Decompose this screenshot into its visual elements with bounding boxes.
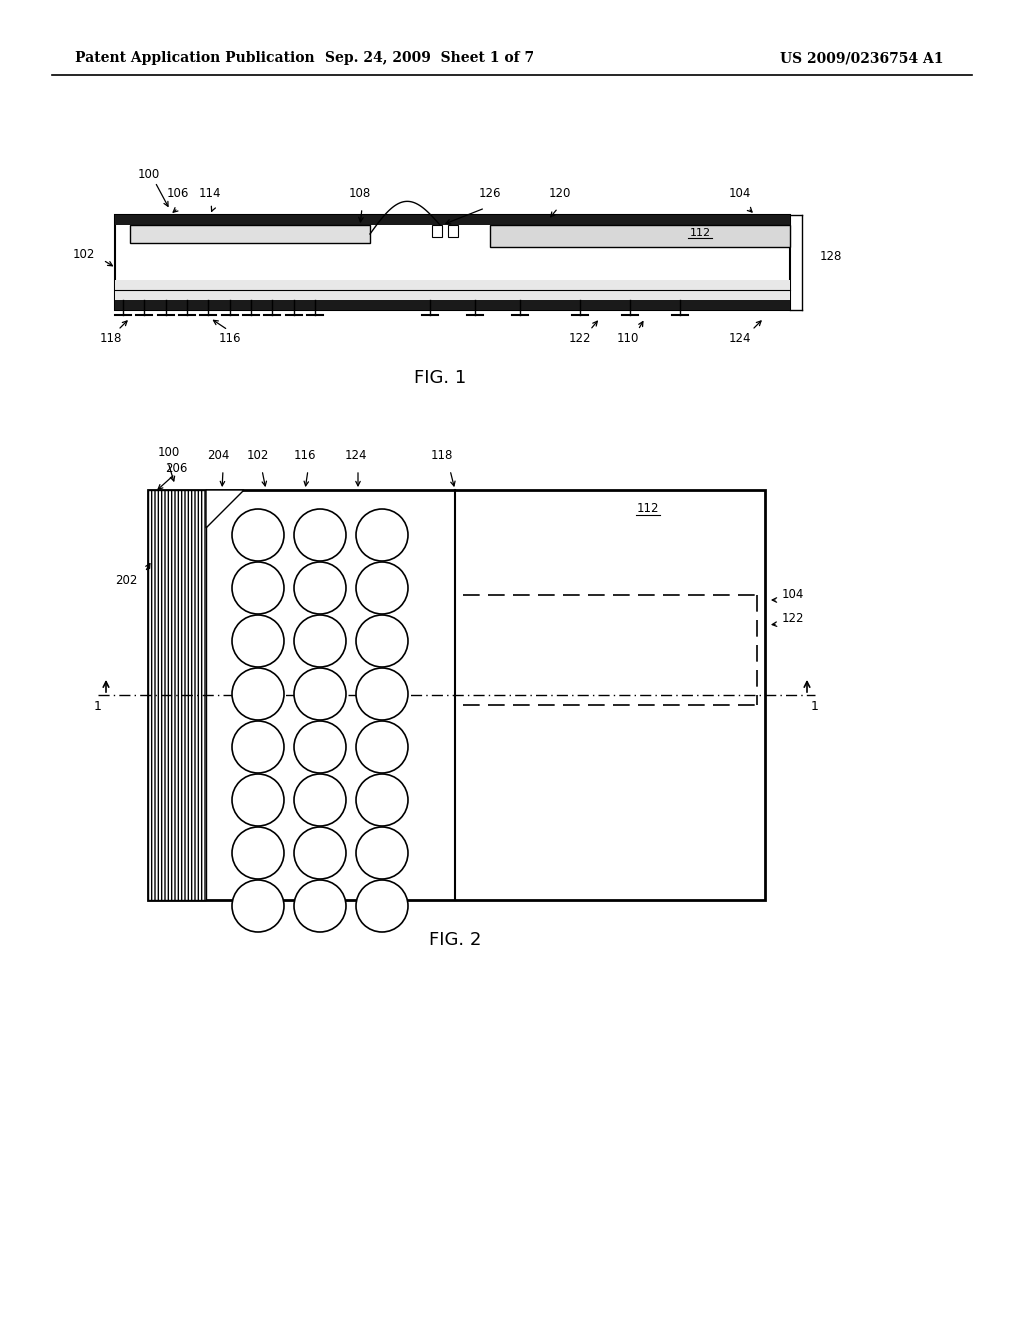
Text: Patent Application Publication: Patent Application Publication <box>75 51 314 65</box>
Polygon shape <box>206 490 244 528</box>
Bar <box>490 224 790 247</box>
Bar <box>130 224 370 243</box>
Bar <box>432 224 442 238</box>
Bar <box>148 490 765 900</box>
Bar <box>115 300 790 310</box>
Text: 112: 112 <box>689 228 711 238</box>
Bar <box>148 490 206 900</box>
Circle shape <box>232 668 284 719</box>
Circle shape <box>232 828 284 879</box>
Circle shape <box>232 774 284 826</box>
Circle shape <box>294 721 346 774</box>
Text: 114: 114 <box>199 187 221 201</box>
Circle shape <box>356 510 408 561</box>
Text: 102: 102 <box>247 449 269 462</box>
Circle shape <box>232 510 284 561</box>
Text: 104: 104 <box>729 187 752 201</box>
Text: 112: 112 <box>637 502 659 515</box>
Bar <box>449 224 458 238</box>
Text: FIG. 1: FIG. 1 <box>414 370 466 387</box>
Text: Sep. 24, 2009  Sheet 1 of 7: Sep. 24, 2009 Sheet 1 of 7 <box>326 51 535 65</box>
Text: 204: 204 <box>207 449 229 462</box>
Circle shape <box>232 615 284 667</box>
Circle shape <box>356 774 408 826</box>
Text: 1: 1 <box>94 700 102 713</box>
Text: 102: 102 <box>73 248 95 261</box>
Circle shape <box>356 615 408 667</box>
Text: 126: 126 <box>479 187 502 201</box>
Circle shape <box>294 880 346 932</box>
Text: 122: 122 <box>782 611 805 624</box>
Bar <box>115 215 790 224</box>
Text: 100: 100 <box>138 169 160 181</box>
Circle shape <box>294 615 346 667</box>
Text: US 2009/0236754 A1: US 2009/0236754 A1 <box>780 51 943 65</box>
Circle shape <box>232 721 284 774</box>
Text: 118: 118 <box>100 331 123 345</box>
Text: 104: 104 <box>782 589 805 602</box>
Text: 202: 202 <box>116 573 138 586</box>
Circle shape <box>356 828 408 879</box>
Circle shape <box>232 562 284 614</box>
Circle shape <box>294 562 346 614</box>
Text: 110: 110 <box>616 331 639 345</box>
Text: 116: 116 <box>219 331 242 345</box>
Circle shape <box>356 880 408 932</box>
Text: 106: 106 <box>167 187 189 201</box>
Text: 122: 122 <box>568 331 591 345</box>
Text: 124: 124 <box>729 331 752 345</box>
Circle shape <box>232 880 284 932</box>
Text: 108: 108 <box>349 187 371 201</box>
Text: 116: 116 <box>294 449 316 462</box>
Circle shape <box>294 510 346 561</box>
Text: 124: 124 <box>345 449 368 462</box>
Circle shape <box>356 668 408 719</box>
Circle shape <box>294 668 346 719</box>
Text: 118: 118 <box>431 449 454 462</box>
Bar <box>115 215 790 310</box>
Bar <box>115 280 790 300</box>
Text: FIG. 2: FIG. 2 <box>429 931 481 949</box>
Text: 1: 1 <box>811 700 819 713</box>
Text: 100: 100 <box>158 446 180 458</box>
Text: 120: 120 <box>549 187 571 201</box>
Circle shape <box>294 774 346 826</box>
Text: 128: 128 <box>820 251 843 264</box>
Circle shape <box>294 828 346 879</box>
Circle shape <box>356 562 408 614</box>
Circle shape <box>356 721 408 774</box>
Text: 206: 206 <box>165 462 187 474</box>
